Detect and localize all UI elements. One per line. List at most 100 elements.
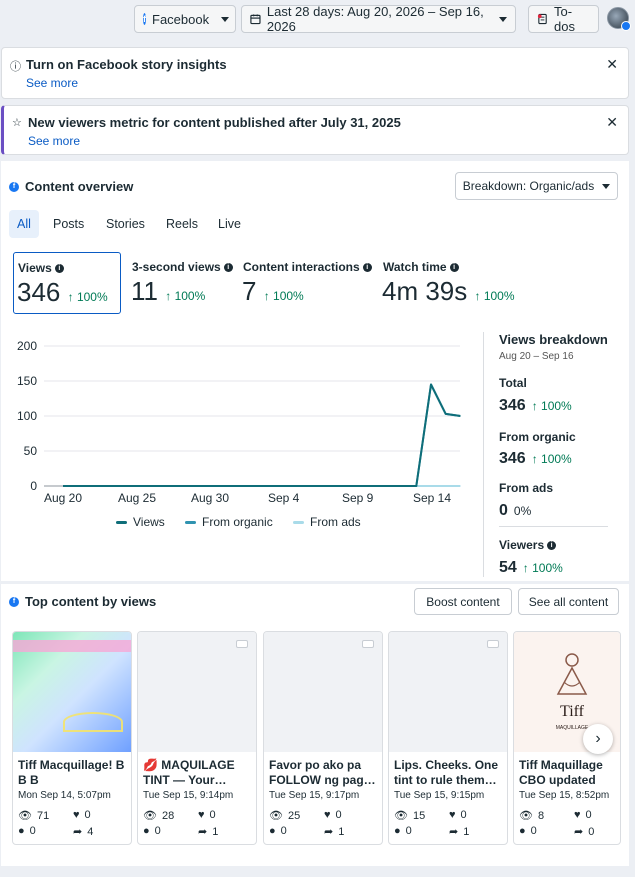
- content-tile[interactable]: Lips. Cheeks. One tint to rule them… Tue…: [388, 631, 508, 845]
- see-all-content-button[interactable]: See all content: [518, 588, 619, 615]
- content-tile[interactable]: 💋 MAQUILAGE TINT — Your… Tue Sep 15, 9:1…: [137, 631, 257, 845]
- shares-count: 1: [212, 825, 219, 838]
- date-range-selector[interactable]: Last 28 days: Aug 20, 2026 – Sep 16, 202…: [241, 4, 516, 34]
- media-type-icon: [236, 640, 248, 648]
- share-icon: ➦: [574, 826, 584, 838]
- boost-content-button[interactable]: Boost content: [414, 588, 512, 615]
- legend-swatch: [185, 520, 196, 524]
- shares-stat: ➦ 1: [324, 825, 345, 839]
- eye-icon: 👁: [269, 810, 283, 822]
- ads-label: From ads: [499, 481, 554, 495]
- todo-list-icon: [537, 13, 547, 25]
- see-more-link[interactable]: See more: [28, 134, 81, 148]
- banner-title: New viewers metric for content published…: [28, 115, 401, 130]
- legend-label: From organic: [202, 515, 273, 529]
- info-icon: i: [54, 263, 64, 273]
- views-stat: 👁 28: [143, 809, 174, 823]
- shares-stat: ➦ 1: [449, 825, 469, 839]
- reactions-count: 0: [84, 809, 91, 821]
- see-more-link[interactable]: See more: [26, 76, 79, 90]
- breakdown-dropdown[interactable]: Breakdown: Organic/ads: [455, 172, 618, 200]
- x-tick-label: Aug 30: [191, 491, 230, 505]
- post-date: Tue Sep 15, 9:15pm: [394, 790, 485, 801]
- post-title: Favor po ako pa FOLLOW ng pag…: [269, 758, 376, 787]
- comments-count: 0: [29, 825, 36, 837]
- reactions-count: 0: [209, 809, 216, 821]
- post-thumbnail: [264, 632, 382, 752]
- tab-stories[interactable]: Stories: [106, 217, 145, 231]
- organic-number: 346: [499, 450, 526, 467]
- content-overview-title: f Content overview: [9, 179, 133, 194]
- content-tile[interactable]: Tiff Macquillage! B B B Mon Sep 14, 5:07…: [12, 631, 132, 845]
- heart-icon: ♥: [449, 809, 456, 821]
- shares-stat: ➦ 4: [73, 825, 93, 839]
- comment-icon: ●: [394, 825, 401, 837]
- heart-icon: ♥: [574, 809, 581, 821]
- todos-button[interactable]: To-dos: [528, 4, 599, 34]
- breakdown-label: Breakdown: Organic/ads: [462, 179, 595, 193]
- views-stat: 👁 25: [269, 809, 300, 823]
- carousel-next-button[interactable]: ›: [583, 724, 613, 754]
- post-date: Tue Sep 15, 9:17pm: [269, 790, 360, 801]
- comments-stat: ● 0: [18, 825, 36, 837]
- metric-label-text: Views: [18, 261, 52, 275]
- metric-content-interactions[interactable]: Content interactions i 7 ↑ 100%: [239, 252, 374, 314]
- thumbnail-stripe: [13, 640, 131, 652]
- ads-change: 0%: [513, 504, 532, 518]
- facebook-icon: f: [9, 596, 19, 607]
- legend-label: From ads: [310, 515, 361, 529]
- brand-logo-subtext: MAQUILLAGE: [556, 725, 589, 731]
- tab-live[interactable]: Live: [218, 217, 241, 231]
- eye-icon: 👁: [519, 810, 533, 822]
- info-icon: i: [449, 262, 459, 272]
- metric-change: ↑ 100%: [474, 289, 515, 303]
- metric-number: 4m 39s: [382, 276, 468, 306]
- comment-icon: ●: [519, 825, 526, 837]
- post-thumbnail: [138, 632, 256, 752]
- x-tick-label: Aug 25: [118, 491, 157, 505]
- story-insights-banner: ⓘ Turn on Facebook story insights See mo…: [1, 47, 629, 99]
- shares-count: 1: [338, 825, 345, 838]
- media-type-icon: [487, 640, 499, 648]
- tab-reels[interactable]: Reels: [166, 217, 198, 231]
- organic-label: From organic: [499, 430, 576, 444]
- section-title: Content overview: [25, 179, 134, 194]
- metric-value: 11 ↑ 100%: [131, 276, 205, 307]
- metric-number: 11: [131, 276, 158, 306]
- close-icon[interactable]: ✕: [606, 114, 618, 130]
- y-tick-label: 150: [16, 374, 37, 388]
- post-thumbnail: [389, 632, 507, 752]
- ads-value: 0 0%: [499, 502, 531, 520]
- reactions-count: 0: [585, 809, 592, 821]
- platform-selector[interactable]: f Facebook: [134, 5, 236, 33]
- reactions-stat: ♥ 0: [198, 809, 216, 821]
- top-toolbar: f Facebook Last 28 days: Aug 20, 2026 – …: [0, 0, 635, 40]
- metric-label-text: Watch time: [383, 260, 447, 274]
- organic-change: ↑ 100%: [531, 452, 572, 466]
- metric-watch-time[interactable]: Watch time i 4m 39s ↑ 100%: [379, 252, 529, 314]
- date-range-label: Last 28 days: Aug 20, 2026 – Sep 16, 202…: [266, 4, 484, 34]
- metric-label: Content interactions i: [243, 260, 372, 274]
- legend-from-ads[interactable]: From ads: [293, 515, 361, 529]
- brand-logo-text: Tiff: [560, 703, 585, 720]
- series-line-views: [63, 383, 461, 487]
- comments-count: 0: [154, 825, 161, 837]
- metric-views[interactable]: Views i 346 ↑ 100%: [13, 252, 121, 314]
- platform-label: Facebook: [152, 11, 210, 27]
- close-icon[interactable]: ✕: [606, 56, 618, 72]
- content-tile[interactable]: Favor po ako pa FOLLOW ng pag… Tue Sep 1…: [263, 631, 383, 845]
- heart-icon: ♥: [324, 809, 331, 821]
- legend-views[interactable]: Views: [116, 515, 165, 529]
- views-count: 71: [36, 809, 50, 822]
- tab-posts[interactable]: Posts: [53, 217, 85, 231]
- calendar-icon: [250, 14, 261, 25]
- metric-3-second-views[interactable]: 3-second views i 11 ↑ 100%: [128, 252, 233, 314]
- tab-all[interactable]: All: [9, 210, 39, 238]
- comments-count: 0: [530, 825, 537, 837]
- total-number: 346: [499, 397, 526, 414]
- views-count: 15: [412, 809, 426, 822]
- profile-avatar[interactable]: [607, 7, 631, 31]
- legend-from-organic[interactable]: From organic: [185, 515, 273, 529]
- x-tick-label: Sep 14: [413, 491, 452, 505]
- share-icon: ➦: [449, 826, 459, 838]
